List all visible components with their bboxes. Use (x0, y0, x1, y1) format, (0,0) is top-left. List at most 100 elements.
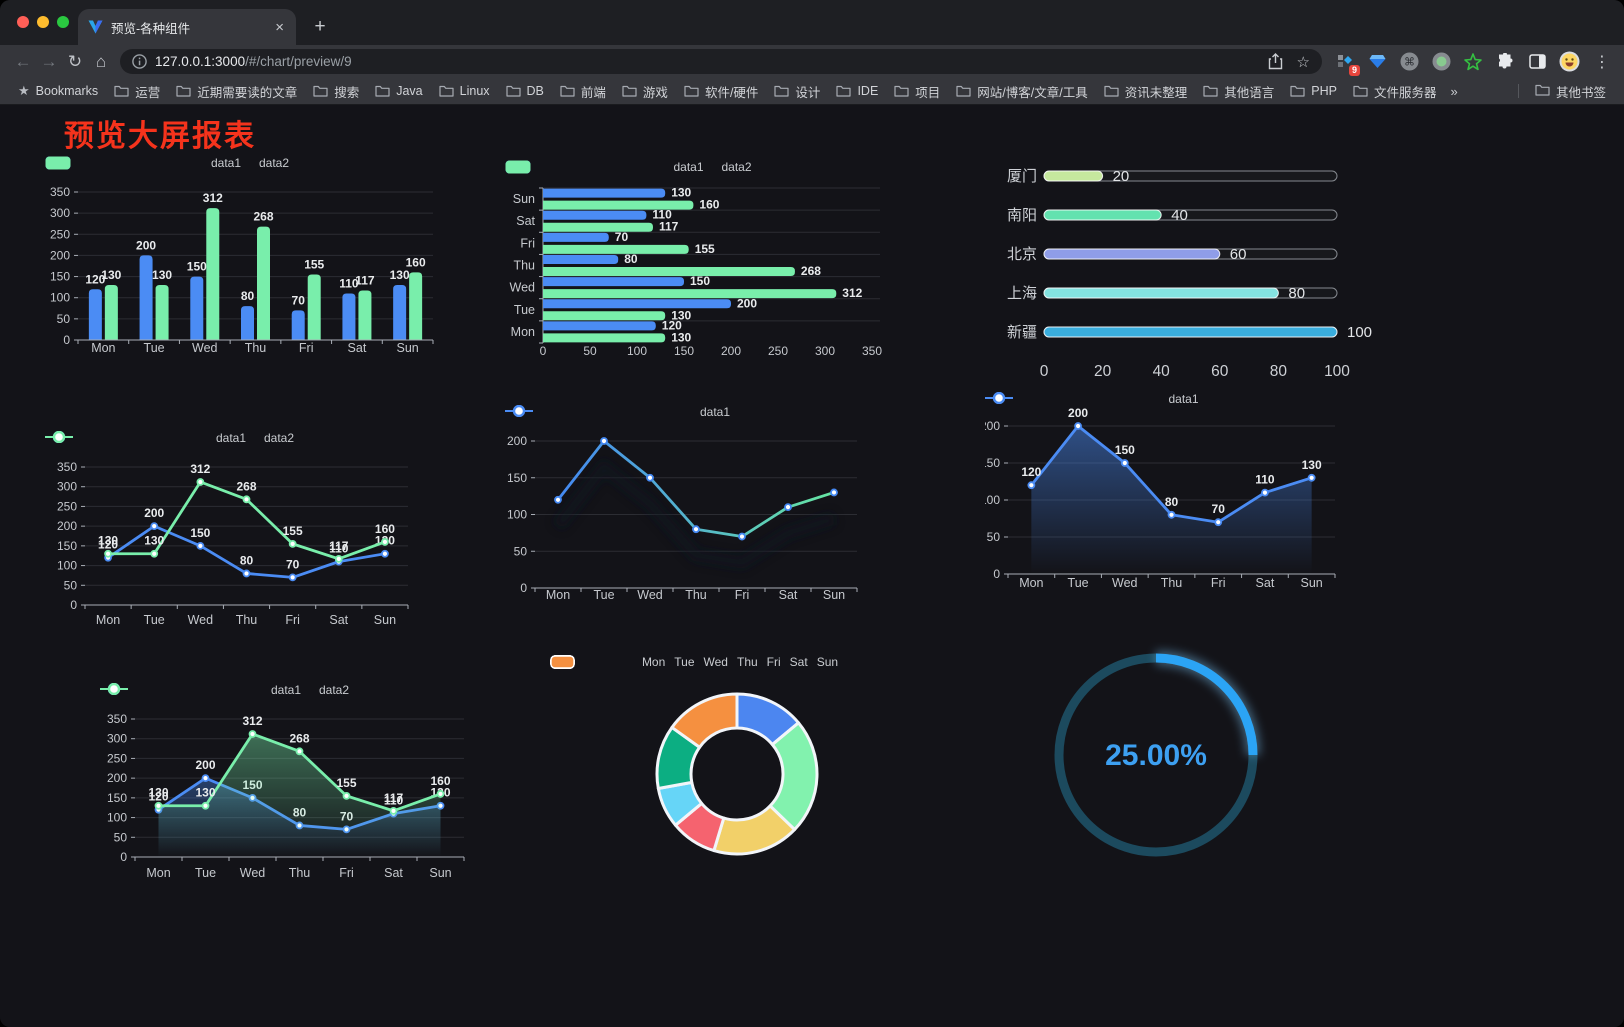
svg-text:200: 200 (50, 248, 70, 262)
legend-item-data1[interactable]: data1 (45, 156, 241, 170)
weekday-donut-chart[interactable]: Mon Tue Wed Thu Fri Sat Sun (550, 647, 930, 902)
svg-text:50: 50 (57, 312, 71, 326)
svg-text:130: 130 (390, 268, 410, 282)
minimize-window-button[interactable] (37, 16, 49, 28)
bookmark-folder[interactable]: 设计 (766, 80, 828, 103)
svg-text:312: 312 (190, 462, 210, 476)
forward-icon[interactable]: → (40, 51, 58, 71)
bookmarks-overflow-icon[interactable]: » (1450, 83, 1458, 99)
home-icon[interactable]: ⌂ (95, 51, 107, 71)
gem-extension-icon[interactable] (1366, 51, 1388, 73)
site-info-icon[interactable] (132, 54, 147, 69)
svg-text:268: 268 (236, 479, 256, 493)
command-extension-icon[interactable]: ⌘ (1398, 51, 1420, 73)
svg-text:60: 60 (1211, 363, 1229, 380)
extension-icons: 9 ⌘ (1334, 51, 1614, 76)
svg-text:250: 250 (768, 344, 788, 358)
bookmark-folder[interactable]: 运营 (106, 80, 168, 103)
svg-text:Tue: Tue (195, 866, 216, 880)
svg-text:Wed: Wed (637, 588, 663, 602)
legend-item-data1[interactable]: data1 (985, 392, 1199, 406)
traffic-lights (17, 16, 69, 28)
bookmark-folder[interactable]: 游戏 (614, 80, 676, 103)
single-series-area-chart[interactable]: 0 50 100 150 200 120 200 150 80 70 110 130 Mon Tue Wed… (985, 390, 1382, 602)
legend-item-Thu[interactable]: Thu (550, 655, 758, 669)
bookmark-folder[interactable]: 搜索 (305, 80, 367, 103)
bookmark-folder[interactable]: PHP (1282, 82, 1345, 100)
legend-item-Tue[interactable]: Tue (550, 655, 695, 669)
profile-avatar[interactable] (1558, 51, 1580, 73)
legend-item-Sat[interactable]: Sat (550, 655, 808, 669)
city-progress-chart[interactable]: 厦门 20 南阳 40 北京 60 上海 80 新疆 100 0 20 40 60 80 100 (985, 157, 1380, 382)
legend-item-Wed[interactable]: Wed (550, 655, 728, 669)
gradient-line-chart[interactable]: 0 50 100 150 200 Mon Tue Wed Thu Fri Sat Sun data1 (505, 400, 925, 615)
svg-text:0: 0 (63, 333, 70, 347)
other-bookmarks-folder[interactable]: 其他书签 (1527, 80, 1614, 103)
legend-item-data1[interactable]: data1 (45, 431, 246, 445)
close-window-button[interactable] (17, 16, 29, 28)
proxy-grid-extension-icon[interactable]: 9 (1334, 51, 1360, 76)
menu-icon[interactable]: ⋮ (1594, 53, 1610, 71)
legend-item-data1[interactable]: data1 (505, 160, 704, 174)
legend-item-data1[interactable]: data1 (505, 405, 730, 419)
two-series-area-chart[interactable]: 0501001502002503003501202001508070110130… (100, 679, 520, 891)
extensions-puzzle-icon[interactable] (1494, 51, 1516, 73)
svg-text:上海: 上海 (1007, 285, 1037, 302)
green-star-extension-icon[interactable] (1462, 51, 1484, 73)
two-series-line-chart[interactable]: 0 50 100 150 200 250 300 350 120 200 150 80 70 110 130… (45, 427, 465, 639)
svg-text:100: 100 (1324, 363, 1350, 380)
share-icon[interactable] (1268, 53, 1283, 70)
bookmark-folder[interactable]: Java (367, 82, 430, 100)
legend-item-Mon[interactable]: Mon (550, 655, 665, 669)
bookmark-folder[interactable]: 资讯未整理 (1096, 80, 1196, 103)
svg-text:250: 250 (107, 751, 127, 765)
svg-text:0: 0 (540, 344, 547, 358)
bookmark-folder[interactable]: 近期需要读的文章 (168, 80, 305, 103)
svg-text:150: 150 (1115, 443, 1135, 457)
record-extension-icon[interactable] (1430, 51, 1452, 73)
new-tab-button[interactable]: + (314, 16, 326, 37)
legend-item-data2[interactable]: data2 (45, 431, 294, 445)
svg-text:350: 350 (862, 344, 882, 358)
svg-text:268: 268 (289, 731, 309, 745)
zoom-window-button[interactable] (57, 16, 69, 28)
grouped-bar-chart[interactable]: 0 50 100 150 200 250 300 350 120 200 150 80 70 110 130… (45, 150, 455, 362)
bookmark-folder[interactable]: 项目 (886, 80, 948, 103)
bookmark-star-icon[interactable]: ☆ (1296, 53, 1310, 71)
svg-text:Thu: Thu (245, 341, 267, 355)
address-bar[interactable]: 127.0.0.1:3000/#/chart/preview/9 ☆ (120, 49, 1322, 74)
reload-icon[interactable]: ↻ (67, 51, 83, 71)
svg-text:100: 100 (1347, 324, 1372, 341)
legend-item-data2[interactable]: data2 (505, 160, 752, 174)
svg-text:350: 350 (57, 460, 77, 474)
legend-item-data1[interactable]: data1 (100, 683, 301, 697)
svg-text:0: 0 (520, 581, 527, 595)
legend-item-data2[interactable]: data2 (100, 683, 349, 697)
bookmark-folder[interactable]: 前端 (552, 80, 614, 103)
bookmark-folder[interactable]: 文件服务器 (1345, 80, 1445, 103)
bookmark-folder[interactable]: 网站/博客/文章/工具 (948, 80, 1095, 103)
svg-text:120: 120 (148, 790, 168, 804)
legend-item-Fri[interactable]: Fri (550, 655, 781, 669)
bookmark-folder[interactable]: 其他语言 (1195, 80, 1282, 103)
svg-text:130: 130 (152, 268, 172, 282)
bookmark-folder[interactable]: Linux (431, 82, 498, 100)
svg-text:100: 100 (985, 493, 1000, 507)
bookmark-folder[interactable]: DB (498, 82, 552, 100)
progress-gauge[interactable]: 25.00% (1040, 642, 1280, 877)
svg-text:Tue: Tue (514, 303, 535, 317)
svg-text:Sun: Sun (513, 192, 535, 206)
legend-item-data2[interactable]: data2 (45, 156, 289, 170)
side-panel-icon[interactable] (1526, 51, 1548, 73)
browser-tab[interactable]: 预览-各种组件 × (78, 9, 296, 45)
tab-close-icon[interactable]: × (275, 18, 284, 36)
svg-text:Fri: Fri (339, 866, 354, 880)
back-icon[interactable]: ← (14, 51, 32, 71)
svg-text:110: 110 (1255, 473, 1275, 487)
svg-text:25.00%: 25.00% (1105, 739, 1207, 772)
bookmark-folder[interactable]: IDE (828, 82, 886, 100)
horizontal-bar-chart[interactable]: Sun 130 160 Sat 110 117 Fri 70 155 Thu 80 268 Wed 150… (505, 152, 920, 367)
bookmark-folder[interactable]: 软件/硬件 (676, 80, 766, 103)
legend-item-Sun[interactable]: Sun (550, 655, 838, 669)
bookmark-root[interactable]: ★ Bookmarks (10, 81, 106, 101)
